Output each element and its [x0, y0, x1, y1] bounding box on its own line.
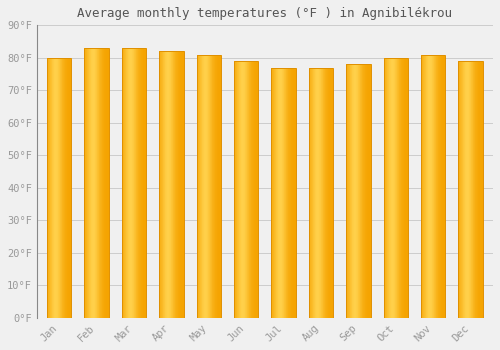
Bar	[47, 58, 72, 318]
Bar	[122, 48, 146, 318]
Bar	[421, 55, 446, 318]
Bar	[272, 68, 296, 318]
Bar	[458, 61, 483, 318]
Bar	[196, 55, 221, 318]
Bar	[309, 68, 333, 318]
Bar	[234, 61, 258, 318]
Title: Average monthly temperatures (°F ) in Agnibilékrou: Average monthly temperatures (°F ) in Ag…	[78, 7, 452, 20]
Bar	[84, 48, 109, 318]
Bar	[384, 58, 408, 318]
Bar	[346, 64, 370, 318]
Bar	[160, 51, 184, 318]
